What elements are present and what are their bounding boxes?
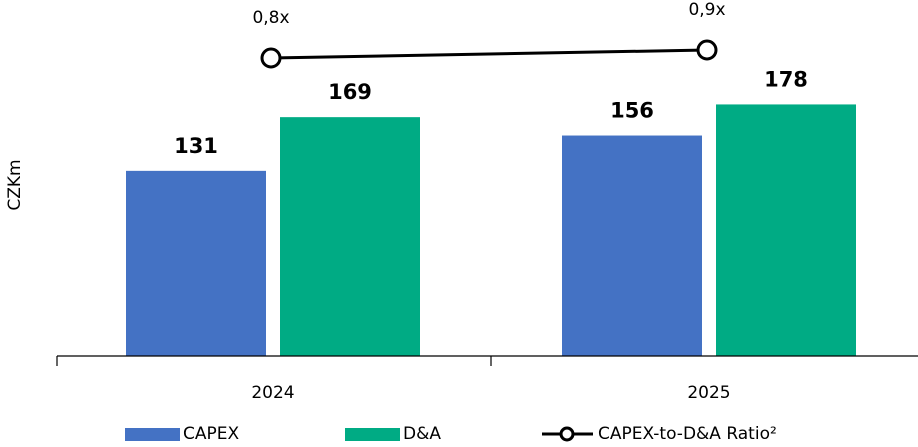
legend-item-capex: CAPEX [125, 423, 239, 445]
ratio-label-2025: 0,9x [688, 0, 725, 20]
ratio-point-2025 [696, 39, 718, 61]
legend-swatch-da [345, 427, 400, 441]
bar-capex-2025 [562, 135, 702, 356]
legend-label-capex: CAPEX [183, 424, 240, 444]
bar-d-a-2025 [716, 104, 856, 356]
legend: CAPEX D&A CAPEX-to-D&A Ratio² [0, 423, 918, 445]
value-label-capex-2024: 131 [174, 134, 218, 158]
chart: CZKm 131 156 169 178 2024 2025 0,8x 0,9x [5, 0, 918, 403]
ratio-line [270, 48, 708, 60]
legend-item-da: D&A [345, 423, 441, 445]
x-tick-label-2025: 2025 [687, 383, 730, 403]
value-label-d-a-2024: 169 [328, 80, 372, 104]
x-tick-label-2024: 2024 [251, 383, 294, 403]
legend-item-ratio: CAPEX-to-D&A Ratio² [540, 423, 777, 445]
ratio-point-2024 [260, 47, 282, 69]
legend-label-ratio: CAPEX-to-D&A Ratio² [598, 424, 777, 444]
ratio-label-2024: 0,8x [252, 8, 289, 28]
value-label-d-a-2025: 178 [764, 67, 808, 91]
legend-line-marker-icon [542, 426, 593, 442]
y-axis-label: CZKm [5, 159, 25, 210]
bar-capex-2024 [126, 170, 266, 356]
bar-d-a-2024 [280, 117, 420, 356]
legend-label-da: D&A [403, 424, 441, 444]
value-label-capex-2025: 156 [610, 99, 654, 123]
legend-swatch-capex [125, 427, 180, 441]
